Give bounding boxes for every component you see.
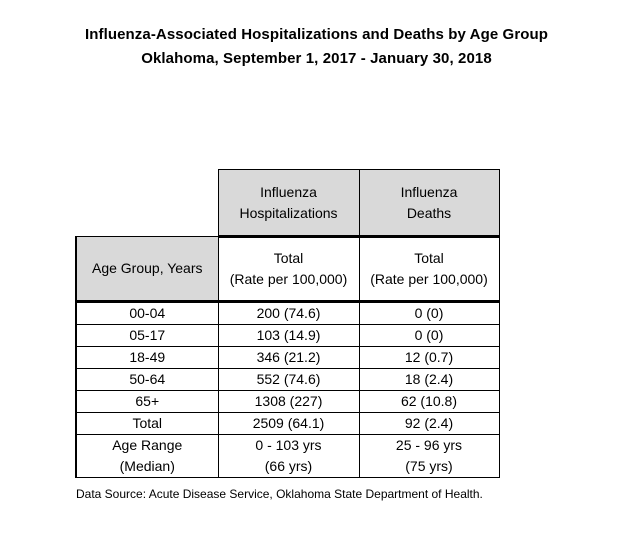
table-row-total: Total 2509 (64.1) 92 (2.4) xyxy=(75,412,500,435)
age-cell: Total xyxy=(75,412,219,435)
hosp-total-header: Total (Rate per 100,000) xyxy=(217,236,360,302)
age-cell: 00-04 xyxy=(75,300,219,325)
table-row: 50-64 552 (74.6) 18 (2.4) xyxy=(75,368,500,391)
hosp-age-range-line2: (66 yrs) xyxy=(264,458,313,474)
table-row: 00-04 200 (74.6) 0 (0) xyxy=(75,300,500,325)
blank-header-cell xyxy=(76,170,218,237)
age-group-header: Age Group, Years xyxy=(75,236,219,302)
age-cell: 50-64 xyxy=(75,368,219,391)
age-cell: 65+ xyxy=(75,390,219,413)
hosp-age-range: 0 - 103 yrs (66 yrs) xyxy=(217,434,360,478)
hosp-total-header-line1: Total xyxy=(273,250,304,266)
deaths-total-header-line1: Total xyxy=(414,250,444,266)
hosp-age-range-line1: 0 - 103 yrs xyxy=(255,437,322,453)
age-cell: 05-17 xyxy=(75,324,219,347)
deaths-cell: 0 (0) xyxy=(358,324,500,347)
hospitalizations-header-line2: Hospitalizations xyxy=(239,204,338,221)
deaths-header: Influenza Deaths xyxy=(358,169,500,238)
deaths-age-range: 25 - 96 yrs (75 yrs) xyxy=(358,434,500,478)
hospitalizations-cell: 2509 (64.1) xyxy=(217,412,360,435)
header-row-top: Influenza Hospitalizations Influenza Dea… xyxy=(76,169,500,238)
table-row: 05-17 103 (14.9) 0 (0) xyxy=(75,324,500,347)
deaths-total-header-line2: (Rate per 100,000) xyxy=(370,271,488,287)
page-subtitle: Oklahoma, September 1, 2017 - January 30… xyxy=(141,50,492,67)
hosp-total-header-line2: (Rate per 100,000) xyxy=(229,271,348,287)
deaths-header-line1: Influenza xyxy=(400,183,458,200)
deaths-header-line2: Deaths xyxy=(406,204,452,221)
deaths-cell: 12 (0.7) xyxy=(358,346,500,369)
deaths-age-range-line1: 25 - 96 yrs xyxy=(395,437,463,453)
hospitalizations-cell: 103 (14.9) xyxy=(217,324,360,347)
hospitalizations-cell: 1308 (227) xyxy=(217,390,360,413)
table-row-age-range: Age Range (Median) 0 - 103 yrs (66 yrs) … xyxy=(75,434,500,478)
deaths-age-range-line2: (75 yrs) xyxy=(405,458,453,474)
deaths-cell: 0 (0) xyxy=(358,300,500,325)
header-row-sub: Age Group, Years Total (Rate per 100,000… xyxy=(75,236,500,302)
age-range-label-line2: (Median) xyxy=(119,458,175,474)
hospitalizations-cell: 200 (74.6) xyxy=(217,300,360,325)
deaths-total-header: Total (Rate per 100,000) xyxy=(358,236,500,302)
deaths-cell: 92 (2.4) xyxy=(358,412,500,435)
table-row: 65+ 1308 (227) 62 (10.8) xyxy=(75,390,500,413)
age-range-label: Age Range (Median) xyxy=(75,434,219,478)
data-source-note: Data Source: Acute Disease Service, Okla… xyxy=(76,487,483,501)
page-title: Influenza-Associated Hospitalizations an… xyxy=(84,26,549,43)
table-row: 18-49 346 (21.2) 12 (0.7) xyxy=(75,346,500,369)
flu-table: Influenza Hospitalizations Influenza Dea… xyxy=(75,169,500,478)
hospitalizations-cell: 346 (21.2) xyxy=(217,346,360,369)
age-cell: 18-49 xyxy=(75,346,219,369)
age-range-label-line1: Age Range xyxy=(112,437,183,453)
hospitalizations-header-line1: Influenza xyxy=(260,183,317,200)
hospitalizations-cell: 552 (74.6) xyxy=(217,368,360,391)
hospitalizations-header: Influenza Hospitalizations xyxy=(217,169,360,238)
deaths-cell: 62 (10.8) xyxy=(358,390,500,413)
deaths-cell: 18 (2.4) xyxy=(358,368,500,391)
